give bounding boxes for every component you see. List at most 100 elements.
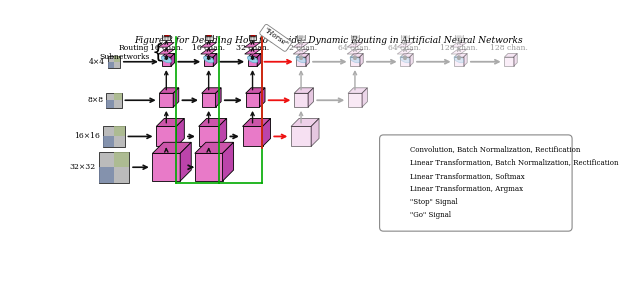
Polygon shape — [293, 49, 309, 54]
Polygon shape — [108, 56, 120, 68]
Polygon shape — [173, 88, 179, 107]
Text: 8×8: 8×8 — [87, 96, 103, 104]
FancyBboxPatch shape — [207, 32, 210, 35]
Polygon shape — [347, 49, 363, 54]
FancyBboxPatch shape — [250, 32, 255, 36]
Polygon shape — [202, 88, 221, 93]
Polygon shape — [171, 53, 175, 66]
Polygon shape — [114, 152, 129, 167]
Polygon shape — [176, 118, 184, 146]
Polygon shape — [114, 126, 125, 136]
Polygon shape — [259, 88, 265, 107]
Ellipse shape — [400, 56, 410, 63]
Polygon shape — [296, 57, 306, 66]
Polygon shape — [195, 153, 223, 181]
Polygon shape — [294, 88, 314, 93]
Text: 4×4: 4×4 — [88, 58, 105, 66]
Text: 32 chan.: 32 chan. — [236, 44, 269, 52]
Polygon shape — [159, 43, 174, 47]
Polygon shape — [213, 53, 217, 66]
Text: Routing
Subnetworks: Routing Subnetworks — [99, 44, 149, 61]
Polygon shape — [248, 53, 261, 57]
Polygon shape — [180, 142, 191, 181]
Text: 32×32: 32×32 — [69, 163, 95, 171]
FancyBboxPatch shape — [351, 34, 359, 40]
Polygon shape — [362, 88, 367, 107]
Polygon shape — [152, 142, 191, 153]
Polygon shape — [159, 49, 174, 54]
FancyBboxPatch shape — [164, 32, 168, 36]
FancyBboxPatch shape — [163, 34, 170, 40]
Text: Convolution, Batch Normalization, Rectification: Convolution, Batch Normalization, Rectif… — [410, 146, 580, 153]
Ellipse shape — [350, 56, 360, 63]
FancyBboxPatch shape — [394, 186, 403, 192]
Ellipse shape — [395, 173, 404, 179]
Text: "Stop" Signal: "Stop" Signal — [410, 198, 457, 206]
Polygon shape — [397, 49, 413, 54]
Polygon shape — [291, 126, 311, 146]
Polygon shape — [248, 57, 257, 66]
Polygon shape — [152, 153, 180, 181]
Text: 32 chan.: 32 chan. — [285, 44, 317, 52]
Polygon shape — [291, 118, 319, 126]
Polygon shape — [395, 146, 403, 153]
Polygon shape — [198, 126, 219, 146]
Polygon shape — [308, 88, 314, 107]
Polygon shape — [159, 93, 173, 107]
FancyBboxPatch shape — [380, 135, 572, 231]
Polygon shape — [106, 100, 114, 108]
Text: {: { — [152, 43, 164, 62]
Polygon shape — [162, 53, 175, 57]
Polygon shape — [204, 53, 217, 57]
Polygon shape — [360, 53, 364, 66]
Polygon shape — [156, 126, 176, 146]
Polygon shape — [201, 49, 216, 54]
Polygon shape — [451, 43, 467, 47]
FancyBboxPatch shape — [249, 34, 257, 40]
Ellipse shape — [204, 56, 214, 63]
Polygon shape — [451, 49, 467, 54]
Polygon shape — [246, 93, 259, 107]
Polygon shape — [395, 143, 406, 146]
Polygon shape — [347, 43, 363, 47]
Polygon shape — [504, 53, 517, 57]
Polygon shape — [202, 93, 216, 107]
FancyBboxPatch shape — [205, 34, 212, 40]
Polygon shape — [311, 118, 319, 146]
Polygon shape — [103, 136, 114, 147]
Polygon shape — [403, 143, 406, 153]
Polygon shape — [306, 53, 309, 66]
FancyBboxPatch shape — [206, 32, 211, 36]
Polygon shape — [513, 53, 517, 66]
Ellipse shape — [454, 56, 464, 63]
Polygon shape — [99, 152, 129, 183]
Text: 64 chan.: 64 chan. — [388, 44, 422, 52]
Polygon shape — [106, 93, 122, 108]
Polygon shape — [463, 53, 467, 66]
Polygon shape — [257, 53, 261, 66]
Ellipse shape — [161, 56, 172, 63]
Text: 128 chan.: 128 chan. — [440, 44, 478, 52]
Polygon shape — [392, 160, 406, 165]
Ellipse shape — [248, 56, 257, 63]
Text: 16 chan.: 16 chan. — [192, 44, 225, 52]
Polygon shape — [103, 126, 125, 147]
Polygon shape — [348, 93, 362, 107]
FancyBboxPatch shape — [164, 32, 168, 35]
Polygon shape — [244, 43, 260, 47]
Polygon shape — [198, 118, 227, 126]
Polygon shape — [246, 88, 265, 93]
Ellipse shape — [296, 56, 306, 63]
Polygon shape — [114, 93, 122, 100]
Text: "Horse": "Horse" — [262, 27, 289, 49]
FancyBboxPatch shape — [297, 34, 305, 40]
Text: Figure 3 for Deciding How to Decide: Dynamic Routing in Artificial Neural Networ: Figure 3 for Deciding How to Decide: Dyn… — [134, 36, 522, 45]
Text: "Go" Signal: "Go" Signal — [410, 211, 451, 219]
Text: 16 chan.: 16 chan. — [150, 44, 183, 52]
Polygon shape — [410, 53, 413, 66]
Polygon shape — [454, 57, 463, 66]
Polygon shape — [201, 43, 216, 47]
FancyBboxPatch shape — [455, 34, 463, 40]
Polygon shape — [219, 118, 227, 146]
Polygon shape — [401, 57, 410, 66]
